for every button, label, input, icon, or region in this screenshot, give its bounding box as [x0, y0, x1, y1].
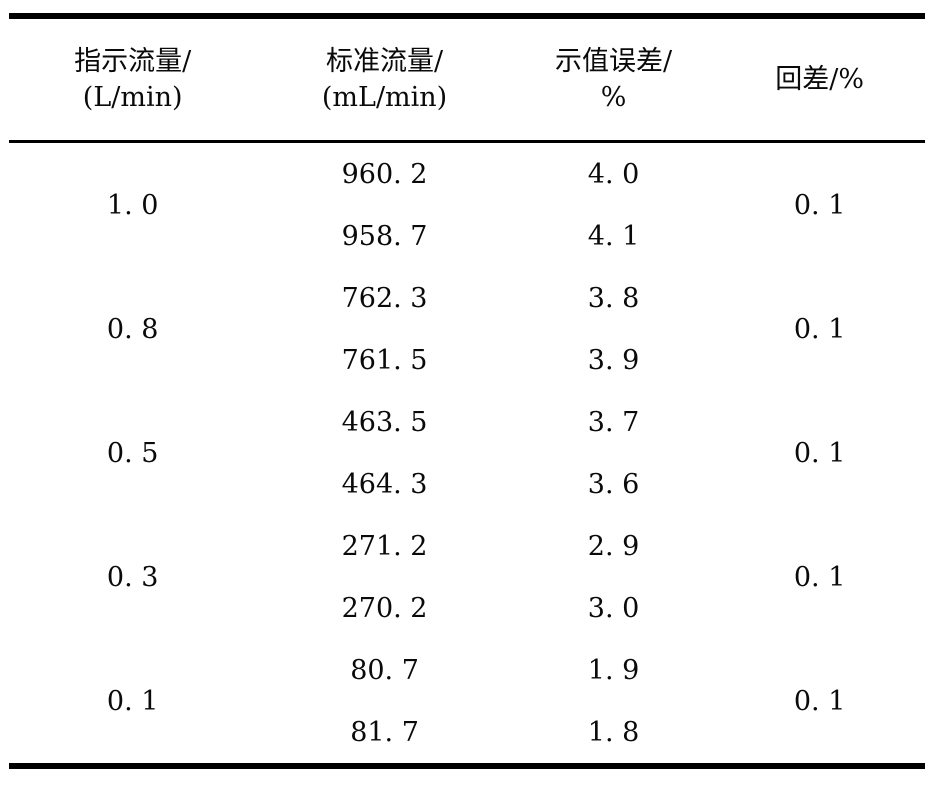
- hysteresis-cell: 0. 1: [793, 685, 846, 717]
- error-cell: 1. 8: [587, 716, 640, 748]
- table-row: 0. 5 463. 5 3. 7 0. 1: [9, 391, 925, 469]
- indicated-flow-cell: 0. 8: [106, 313, 159, 345]
- header-indication-error-line2: %: [600, 81, 627, 113]
- error-cell: 3. 6: [587, 468, 640, 500]
- header-indication-error-line1: 示值误差/: [554, 45, 673, 77]
- error-cell: 3. 9: [587, 344, 640, 376]
- hysteresis-cell: 0. 1: [793, 561, 846, 593]
- hysteresis-cell: 0. 1: [793, 313, 846, 345]
- table-row: 270. 2 3. 0: [9, 577, 925, 639]
- document-page: 指示流量/ (L/min) 标准流量/ (mL/min) 示值误差/ % 回差/…: [9, 13, 925, 769]
- table-row: 0. 3 271. 2 2. 9 0. 1: [9, 515, 925, 593]
- error-cell: 2. 9: [587, 530, 640, 562]
- header-row: 指示流量/ (L/min) 标准流量/ (mL/min) 示值误差/ % 回差/…: [9, 16, 925, 143]
- table-row: 464. 3 3. 6: [9, 453, 925, 515]
- standard-flow-cell: 270. 2: [341, 592, 428, 624]
- table-row: 0. 8 762. 3 3. 8 0. 1: [9, 267, 925, 345]
- error-cell: 3. 8: [587, 282, 640, 314]
- standard-flow-cell: 464. 3: [341, 468, 428, 500]
- header-indicated-flow-line1: 指示流量/: [74, 45, 192, 77]
- flow-calibration-table: 指示流量/ (L/min) 标准流量/ (mL/min) 示值误差/ % 回差/…: [9, 13, 925, 769]
- standard-flow-cell: 958. 7: [341, 220, 428, 252]
- hysteresis-cell: 0. 1: [793, 189, 846, 221]
- error-cell: 3. 7: [587, 406, 640, 438]
- hysteresis-cell: 0. 1: [793, 437, 846, 469]
- header-hysteresis-line1: 回差/%: [775, 63, 865, 95]
- header-indication-error: 示值误差/ %: [512, 16, 715, 143]
- indicated-flow-cell: 0. 5: [106, 437, 159, 469]
- indicated-flow-cell: 1. 0: [106, 189, 159, 221]
- standard-flow-cell: 81. 7: [350, 716, 419, 748]
- table-row: 81. 7 1. 8: [9, 701, 925, 766]
- standard-flow-cell: 463. 5: [341, 406, 428, 438]
- table-row: 761. 5 3. 9: [9, 329, 925, 391]
- error-cell: 4. 0: [587, 158, 640, 190]
- standard-flow-cell: 762. 3: [341, 282, 428, 314]
- error-cell: 4. 1: [587, 220, 640, 252]
- header-standard-flow: 标准流量/ (mL/min): [256, 16, 513, 143]
- header-indicated-flow-line2: (L/min): [82, 81, 183, 113]
- header-standard-flow-line1: 标准流量/: [325, 45, 444, 77]
- standard-flow-cell: 960. 2: [341, 158, 428, 190]
- table-row: 0. 1 80. 7 1. 9 0. 1: [9, 639, 925, 717]
- table-row: 1. 0 960. 2 4. 0 0. 1: [9, 142, 925, 221]
- standard-flow-cell: 271. 2: [341, 530, 428, 562]
- standard-flow-cell: 761. 5: [341, 344, 428, 376]
- indicated-flow-cell: 0. 3: [106, 561, 159, 593]
- header-standard-flow-line2: (mL/min): [321, 81, 448, 113]
- error-cell: 1. 9: [587, 654, 640, 686]
- header-hysteresis: 回差/%: [714, 16, 925, 143]
- indicated-flow-cell: 0. 1: [106, 685, 159, 717]
- error-cell: 3. 0: [587, 592, 640, 624]
- standard-flow-cell: 80. 7: [350, 654, 419, 686]
- header-indicated-flow: 指示流量/ (L/min): [9, 16, 257, 143]
- table-row: 958. 7 4. 1: [9, 205, 925, 267]
